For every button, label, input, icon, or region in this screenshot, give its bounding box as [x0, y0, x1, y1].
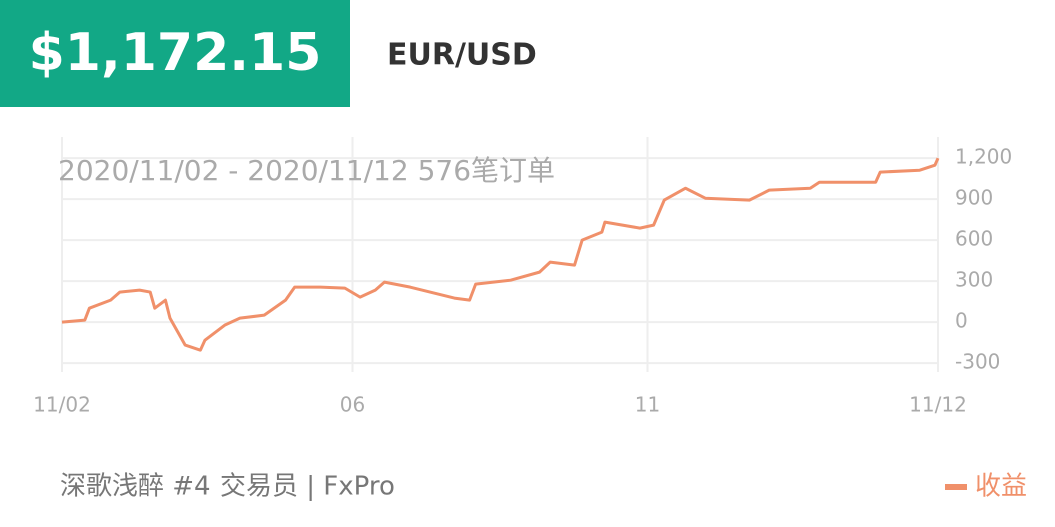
amount-badge [0, 0, 350, 107]
x-tick-label: 06 [340, 393, 365, 417]
y-tick-label: 900 [955, 186, 993, 210]
y-tick-label: 300 [955, 268, 993, 292]
amount: $1,172.15 [29, 23, 322, 83]
legend-swatch [945, 484, 967, 490]
x-tick-label: 11/12 [909, 393, 967, 417]
x-tick-label: 11 [635, 393, 660, 417]
annotation: 2020/11/02 - 2020/11/12 576笔订单 [58, 154, 555, 187]
y-tick-label: -300 [955, 350, 1000, 374]
trader-name: 深歌浅醉 #4 [60, 472, 211, 502]
pair: EUR/USD [387, 38, 537, 73]
x-tick-label: 11/02 [33, 393, 91, 417]
y-tick-label: 0 [955, 309, 968, 333]
y-tick-label: 600 [955, 227, 993, 251]
legend-label: 收益 [975, 472, 1027, 502]
line [61, 157, 940, 352]
y-tick-label: 1,200 [955, 145, 1012, 169]
trader-info: 交易员 | FxPro [220, 472, 395, 502]
